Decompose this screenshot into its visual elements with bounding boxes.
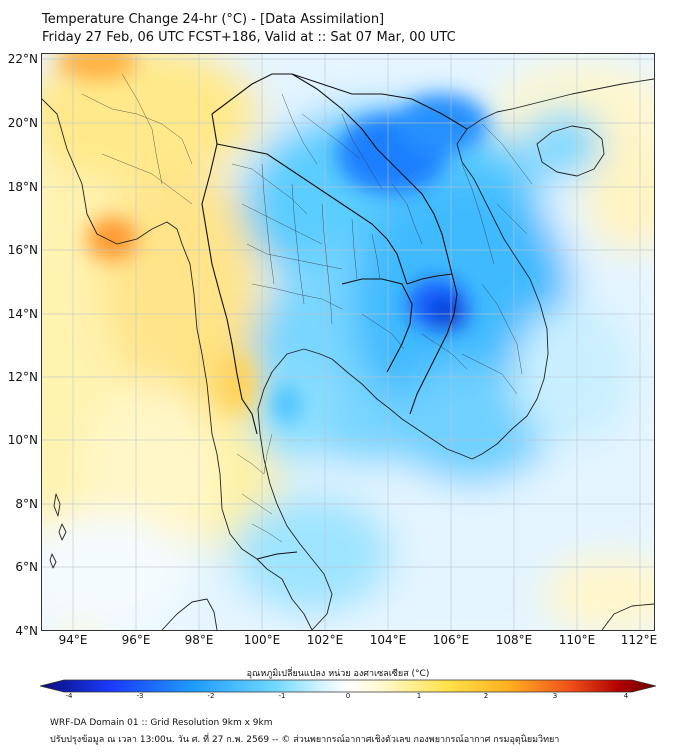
colorbar-caption: อุณหภูมิเปลี่ยนแปลง หน่วย องศาเซลเซียส (…	[246, 669, 430, 679]
colorbar-label-neg2: -2	[207, 692, 215, 700]
lon-label-98e: 98°E	[184, 633, 214, 647]
colorbar-label-3: 3	[552, 692, 558, 700]
colorbar-label-neg3: -3	[136, 692, 144, 700]
lon-label-94e: 94°E	[58, 633, 88, 647]
colorbar-label-2: 2	[483, 692, 489, 700]
lon-label-106e: 106°E	[432, 633, 470, 647]
temperature-change-map	[41, 53, 655, 631]
lon-label-112e: 112°E	[620, 633, 658, 647]
colorbar-label-0: 0	[345, 692, 351, 700]
colorbar-bar	[39, 679, 657, 693]
lon-label-102e: 102°E	[306, 633, 344, 647]
graticule	[42, 54, 654, 630]
lon-label-96e: 96°E	[121, 633, 151, 647]
colorbar-label-1: 1	[416, 692, 422, 700]
lon-label-108e: 108°E	[495, 633, 533, 647]
colorbar-label-neg1: -1	[278, 692, 286, 700]
lat-label-12n: 12°N	[7, 370, 38, 384]
lon-label-104e: 104°E	[369, 633, 407, 647]
colorbar-label-4: 4	[623, 692, 629, 700]
coastline	[42, 78, 654, 630]
lon-label-110e: 110°E	[558, 633, 596, 647]
lat-label-10n: 10°N	[7, 433, 38, 447]
lat-label-22n: 22°N	[7, 52, 38, 66]
map-title: Temperature Change 24-hr (°C) - [Data As…	[42, 12, 385, 27]
model-info: WRF-DA Domain 01 :: Grid Resolution 9km …	[50, 718, 273, 728]
colorbar	[39, 678, 657, 693]
province-borders	[81, 73, 533, 543]
lat-label-14n: 14°N	[7, 307, 38, 321]
colorbar-label-neg4: -4	[65, 692, 73, 700]
lon-label-100e: 100°E	[243, 633, 281, 647]
cold-core	[272, 94, 487, 424]
lat-label-20n: 20°N	[7, 116, 38, 130]
lat-label-4n: 4°N	[15, 624, 38, 638]
lat-label-18n: 18°N	[7, 180, 38, 194]
update-credit: ปรับปรุงข้อมูล ณ เวลา 13:00น. วัน ศ. ที่…	[50, 735, 560, 745]
country-borders	[201, 73, 468, 560]
lat-label-8n: 8°N	[15, 497, 38, 511]
lat-label-6n: 6°N	[15, 560, 38, 574]
lat-label-16n: 16°N	[7, 243, 38, 257]
map-subtitle: Friday 27 Feb, 06 UTC FCST+186, Valid at…	[42, 30, 456, 45]
